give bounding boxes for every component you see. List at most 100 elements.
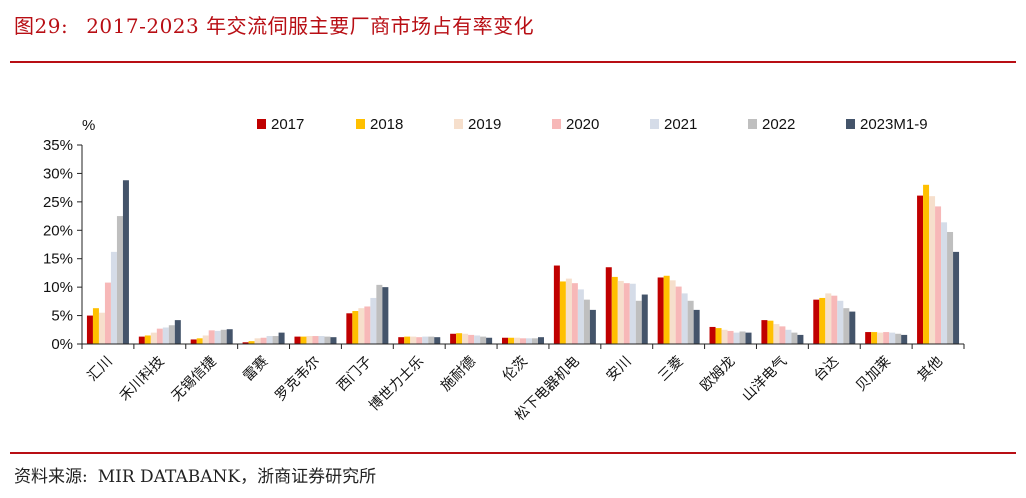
bar — [797, 334, 804, 344]
legend-label: 2021 — [664, 116, 697, 133]
bar — [791, 332, 798, 344]
bar — [877, 332, 884, 344]
bar — [889, 332, 896, 344]
bar — [226, 329, 233, 344]
bar — [104, 282, 111, 344]
bar — [785, 329, 792, 344]
bar — [156, 328, 163, 344]
x-category-label: 欧姆龙 — [697, 354, 738, 395]
bar — [953, 251, 960, 344]
bar — [520, 338, 526, 344]
bar — [565, 278, 572, 344]
market-share-bar-chart: 2017 2018 2019 2020 2021 2022 2023M1-9 % 0% 5% 1… — [43, 116, 965, 424]
bar — [819, 297, 826, 344]
legend-label: 2018 — [370, 116, 403, 133]
bar — [190, 339, 197, 344]
bar — [86, 315, 93, 344]
x-category-label: 伦茨 — [500, 354, 531, 385]
bar — [220, 329, 227, 344]
bar — [150, 332, 157, 344]
bar — [110, 251, 117, 344]
x-axis: 汇川 禾川科技 无锡信捷 雷赛 罗克韦尔 西门子博世力士乐 施耐德 伦茨松下电器机电 安川 三菱欧… — [81, 343, 965, 424]
bar — [693, 309, 700, 344]
bar — [294, 336, 301, 344]
x-category-label: 山洋电气 — [739, 354, 790, 405]
x-category-label: 博世力士乐 — [366, 353, 428, 415]
y-tick-label: 10% — [43, 279, 73, 296]
bar — [486, 337, 493, 344]
bar — [502, 337, 508, 344]
bar — [116, 216, 123, 344]
bar — [871, 332, 878, 344]
bar — [266, 336, 273, 344]
bar — [474, 335, 481, 344]
bar — [370, 297, 377, 344]
source-note: 资料来源: MIR DATABANK，浙商证券研究所 — [14, 462, 376, 487]
bar — [382, 287, 389, 344]
bar — [214, 330, 221, 344]
bar — [929, 196, 936, 344]
bar — [416, 337, 423, 344]
legend-swatch — [257, 119, 266, 129]
bar — [739, 331, 746, 344]
bar — [657, 277, 664, 344]
bar — [641, 294, 648, 344]
bar — [923, 184, 930, 344]
y-tick-label: 0% — [51, 336, 73, 353]
y-tick-label: 25% — [43, 194, 73, 211]
x-category-label: 台达 — [811, 354, 842, 385]
y-tick-label: 5% — [51, 308, 73, 325]
legend-swatch — [552, 119, 561, 129]
bar — [208, 330, 215, 344]
bar — [767, 320, 774, 344]
bar — [779, 326, 786, 344]
bar — [272, 336, 279, 344]
x-category-label: 西门子 — [334, 354, 375, 395]
bar — [605, 267, 612, 344]
x-category-label: 无锡信捷 — [169, 354, 220, 405]
bar — [675, 286, 682, 344]
bar — [825, 293, 832, 344]
bar — [508, 337, 514, 344]
bar — [312, 336, 319, 344]
bar — [202, 335, 209, 344]
bar — [174, 320, 181, 344]
bar — [721, 329, 728, 344]
legend-swatch — [748, 119, 757, 129]
bar — [254, 338, 261, 344]
bar — [813, 299, 820, 344]
x-category-label: 三菱 — [655, 354, 686, 385]
bar — [663, 275, 670, 344]
bar — [583, 299, 590, 344]
bar — [559, 281, 566, 344]
bar — [895, 333, 902, 344]
legend-swatch — [356, 119, 365, 129]
bar — [538, 337, 544, 344]
bar — [162, 327, 169, 344]
bar — [196, 338, 203, 344]
bar — [410, 336, 417, 344]
bar — [376, 284, 383, 344]
bar — [849, 311, 856, 344]
bar — [883, 332, 890, 344]
bar — [629, 283, 636, 344]
bar — [715, 328, 722, 344]
legend-label: 2019 — [468, 116, 501, 133]
bar — [571, 283, 578, 344]
bar — [468, 334, 475, 344]
bar — [526, 338, 532, 344]
bar — [761, 320, 768, 344]
y-tick-label: 30% — [43, 165, 73, 182]
bar — [450, 333, 457, 344]
bar — [278, 332, 285, 344]
bar — [669, 280, 676, 344]
y-axis-unit-label: % — [82, 117, 95, 134]
bar — [248, 341, 255, 344]
bars — [86, 180, 960, 344]
bar — [709, 326, 716, 344]
footer-divider — [10, 452, 1016, 454]
legend-label: 2022 — [762, 116, 795, 133]
x-category-label: 施耐德 — [438, 354, 479, 395]
bar — [98, 312, 105, 344]
legend-label: 2020 — [566, 116, 599, 133]
